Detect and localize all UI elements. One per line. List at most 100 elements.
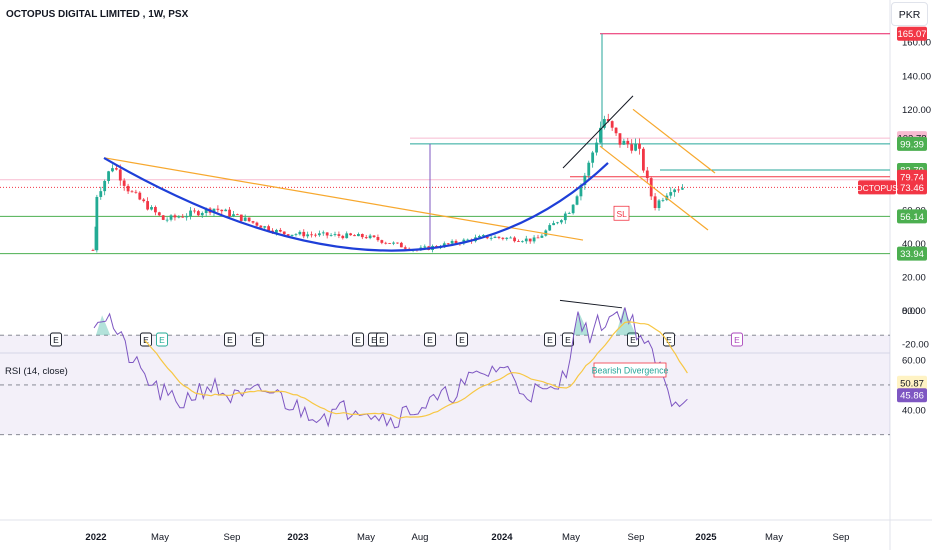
candle-body bbox=[532, 237, 536, 242]
candle-body bbox=[673, 189, 677, 193]
candle-body bbox=[560, 220, 563, 223]
candle-body bbox=[107, 171, 110, 181]
candle-body bbox=[357, 234, 360, 237]
price-axis-tick: 20.00 bbox=[902, 272, 926, 283]
candle-body bbox=[220, 209, 224, 212]
time-axis-tick: 2024 bbox=[491, 532, 513, 543]
price-label-box bbox=[897, 246, 927, 261]
time-axis-tick: May bbox=[357, 532, 375, 543]
candle-body bbox=[263, 226, 267, 228]
candle-body bbox=[95, 196, 99, 251]
rsi-band bbox=[0, 335, 890, 435]
divergence-label: Bearish Divergence bbox=[592, 366, 669, 376]
candle-body bbox=[189, 210, 192, 217]
candle-body bbox=[321, 232, 325, 234]
price-label-box bbox=[897, 26, 927, 41]
price-axis-tick: -20.00 bbox=[902, 340, 929, 351]
price-label: 56.14 bbox=[900, 212, 924, 223]
earnings-marker bbox=[424, 332, 436, 347]
price-axis-tick: 0.00 bbox=[902, 306, 921, 317]
price-label-box bbox=[897, 180, 927, 195]
earnings-marker bbox=[456, 332, 468, 347]
candle-body bbox=[239, 214, 243, 221]
candle-body bbox=[368, 235, 372, 239]
candle-body bbox=[154, 207, 157, 213]
candle-body bbox=[314, 234, 317, 236]
candle-body bbox=[513, 237, 516, 242]
price-label-box bbox=[897, 169, 927, 184]
candle-body bbox=[142, 199, 146, 202]
time-axis-tick: Sep bbox=[224, 532, 241, 543]
divergence-line bbox=[559, 299, 623, 309]
candle-body bbox=[520, 241, 524, 243]
candle-body bbox=[388, 243, 392, 244]
price-label-box bbox=[897, 136, 927, 151]
candle-body bbox=[259, 225, 263, 228]
candle-body bbox=[544, 230, 548, 236]
price-label: 165.07 bbox=[897, 29, 926, 40]
candle-body bbox=[118, 169, 122, 181]
candle-body bbox=[329, 235, 333, 236]
candle-body bbox=[255, 222, 259, 226]
candle-body bbox=[282, 231, 286, 235]
candle-body bbox=[146, 201, 150, 210]
candle-body bbox=[349, 233, 353, 236]
candle-body bbox=[614, 127, 618, 134]
candle-body bbox=[177, 216, 181, 218]
candle-body bbox=[528, 238, 532, 242]
candle-body bbox=[193, 210, 196, 212]
candle-body bbox=[204, 208, 208, 214]
earnings-marker-label: E bbox=[159, 335, 165, 345]
rsi-axis-tick: 40.00 bbox=[902, 405, 926, 416]
candle-body bbox=[294, 234, 298, 236]
rsi-ma-label: 50.87 bbox=[900, 378, 924, 389]
candle-body bbox=[399, 242, 403, 248]
earnings-marker bbox=[731, 332, 743, 347]
rsi-overbought-fill bbox=[615, 307, 636, 336]
candle-body bbox=[169, 215, 173, 220]
earnings-marker bbox=[140, 332, 152, 347]
candle-body bbox=[372, 235, 376, 238]
rsi-axis-tick: 60.00 bbox=[902, 356, 926, 367]
price-axis-tick: 120.00 bbox=[902, 105, 931, 116]
price-label: 73.46 bbox=[900, 183, 924, 194]
price-axis-tick: 140.00 bbox=[902, 71, 931, 82]
candle-body bbox=[165, 219, 169, 221]
rsi-title: RSI (14, close) bbox=[5, 366, 68, 377]
candle-body bbox=[267, 226, 271, 231]
candle-body bbox=[595, 142, 598, 153]
earnings-marker bbox=[156, 332, 168, 347]
candle-body bbox=[150, 207, 153, 210]
candle-body bbox=[235, 214, 239, 216]
candle-body bbox=[599, 127, 602, 143]
time-axis-tick: Sep bbox=[628, 532, 645, 543]
earnings-marker-label: E bbox=[630, 335, 636, 345]
candle-body bbox=[630, 144, 634, 151]
candle-body bbox=[243, 217, 247, 221]
candle-body bbox=[325, 232, 329, 236]
candle-body bbox=[396, 242, 399, 244]
candle-body bbox=[138, 192, 142, 200]
sl-label-box bbox=[613, 205, 630, 221]
currency-button[interactable]: PKR bbox=[891, 2, 928, 26]
candle-body bbox=[275, 229, 278, 233]
candle-body bbox=[111, 168, 114, 172]
rsi-line bbox=[93, 307, 688, 429]
downtrend-line bbox=[104, 157, 584, 241]
sl-label: SL bbox=[617, 209, 628, 219]
candle-body bbox=[454, 240, 458, 244]
candle-body bbox=[677, 189, 680, 191]
rsi-overbought-fill bbox=[96, 315, 111, 336]
candle-body bbox=[661, 199, 665, 201]
candle-body bbox=[649, 178, 653, 197]
candle-body bbox=[669, 192, 673, 196]
candle-body bbox=[403, 247, 407, 249]
price-label: 79.74 bbox=[900, 172, 924, 183]
earnings-marker-label: E bbox=[355, 335, 361, 345]
candle-body bbox=[493, 236, 497, 238]
candle-body bbox=[185, 216, 189, 218]
candle-body bbox=[540, 235, 544, 238]
candle-body bbox=[212, 208, 216, 213]
candle-body bbox=[228, 209, 231, 217]
